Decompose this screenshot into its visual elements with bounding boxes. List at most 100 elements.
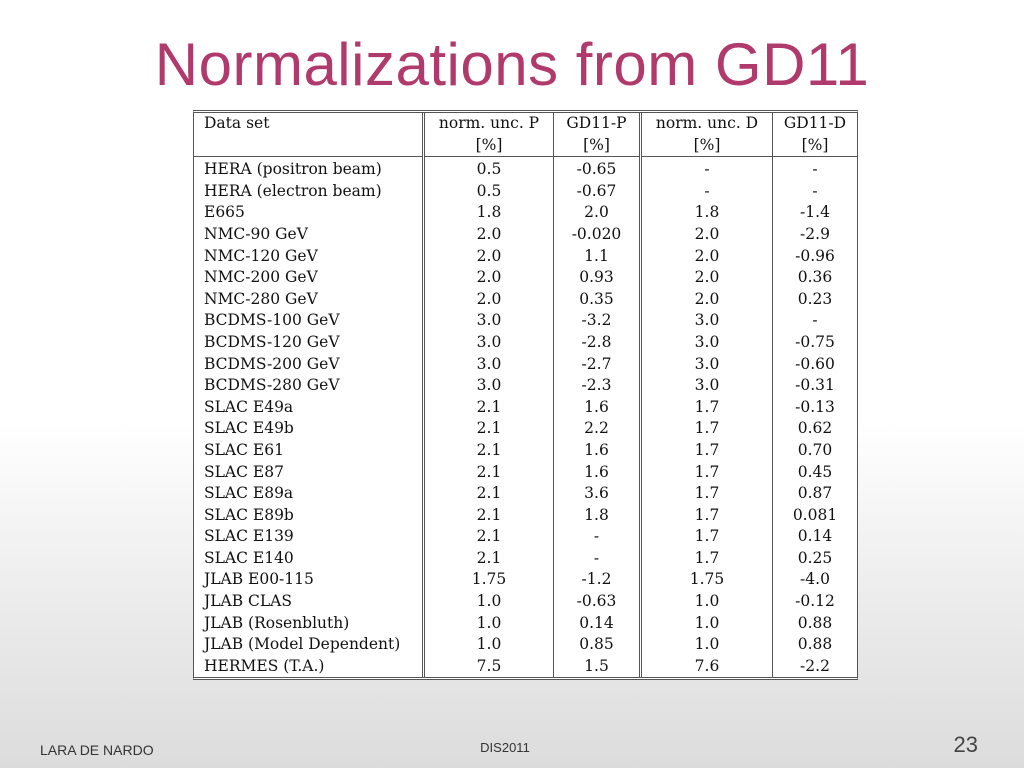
- cell-data-set: BCDMS-200 GeV: [194, 353, 425, 376]
- cell-norm-unc-p: 2.1: [423, 526, 554, 548]
- units-data-set: [194, 134, 425, 158]
- footer-author: LARA DE NARDO: [40, 742, 154, 758]
- cell-gd11-p: 0.85: [553, 634, 642, 656]
- cell-norm-unc-d: 1.7: [640, 547, 773, 570]
- cell-gd11-p: 1.1: [553, 245, 642, 268]
- cell-gd11-p: 1.6: [553, 461, 642, 484]
- cell-norm-unc-p: 3.0: [423, 353, 554, 376]
- cell-gd11-d: -1.4: [800, 203, 830, 222]
- cell-gd11-p: 1.6: [553, 439, 642, 462]
- cell-data-set: NMC-280 GeV: [194, 288, 425, 311]
- cell-norm-unc-d: 1.7: [640, 504, 773, 527]
- cell-norm-unc-p: 0.5: [423, 156, 554, 181]
- cell-data-set: E665: [194, 202, 425, 224]
- cell-gd11-p: 0.93: [553, 267, 642, 289]
- cell-gd11-d: -: [812, 311, 818, 330]
- cell-gd11-p: -0.020: [553, 223, 642, 246]
- cell-norm-unc-d: 1.7: [640, 396, 773, 419]
- table-row: NMC-90 GeV 2.0 -0.020 2.0 -2.9: [194, 223, 857, 246]
- page-number: 23: [953, 732, 978, 757]
- cell-gd11-d: -0.75: [795, 332, 835, 351]
- table-row: SLAC E49b 2.1 2.2 1.7 0.62: [194, 418, 857, 440]
- footer-event: DIS2011: [480, 740, 530, 755]
- cell-norm-unc-p: 2.1: [423, 504, 554, 527]
- cell-norm-unc-d: 1.7: [640, 439, 773, 462]
- cell-data-set: SLAC E49b: [194, 418, 425, 440]
- slide-title: Normalizations from GD11: [154, 31, 870, 98]
- table-row: SLAC E87 2.1 1.6 1.7 0.45: [194, 461, 857, 484]
- cell-gd11-d: -0.13: [795, 397, 835, 416]
- cell-norm-unc-p: 1.0: [423, 591, 554, 613]
- cell-norm-unc-d: 3.0: [640, 331, 773, 354]
- cell-gd11-d: -: [812, 160, 818, 179]
- cell-norm-unc-d: 1.8: [640, 202, 773, 224]
- cell-data-set: JLAB CLAS: [194, 591, 425, 613]
- cell-data-set: HERA (electron beam): [194, 180, 425, 203]
- cell-gd11-d: 0.36: [797, 268, 833, 287]
- cell-gd11-p: -0.65: [553, 156, 642, 181]
- header-norm-unc-p: norm. unc. P: [423, 113, 554, 135]
- cell-norm-unc-d: 2.0: [640, 223, 773, 246]
- cell-norm-unc-d: 1.7: [640, 418, 773, 440]
- cell-data-set: BCDMS-120 GeV: [194, 331, 425, 354]
- units-gd11-p: [%]: [553, 134, 642, 158]
- cell-norm-unc-p: 7.5: [423, 655, 554, 678]
- cell-gd11-d: 0.23: [797, 289, 833, 308]
- table-row: SLAC E89b 2.1 1.8 1.7 0.081: [194, 504, 857, 527]
- table-row: NMC-280 GeV 2.0 0.35 2.0 0.23: [194, 288, 857, 311]
- table-row: JLAB E00-115 1.75 -1.2 1.75 -4.0: [194, 569, 857, 592]
- table-row: JLAB (Rosenbluth) 1.0 0.14 1.0 0.88: [194, 612, 857, 635]
- cell-gd11-d: 0.25: [797, 548, 833, 567]
- cell-data-set: NMC-200 GeV: [194, 267, 425, 289]
- cell-gd11-d: 0.87: [797, 484, 833, 503]
- table-row: SLAC E139 2.1-1.7 0.14: [194, 526, 857, 548]
- cell-data-set: BCDMS-280 GeV: [194, 375, 425, 397]
- table-row: BCDMS-100 GeV 3.0 -3.2 3.0-: [194, 310, 857, 332]
- cell-gd11-d: -0.31: [795, 376, 835, 395]
- header-gd11-p: GD11-P: [553, 113, 642, 135]
- table-units-row: [%] [%] [%] [%]: [194, 134, 857, 158]
- cell-gd11-d: -0.60: [795, 354, 835, 373]
- cell-norm-unc-p: 2.0: [423, 288, 554, 311]
- cell-norm-unc-d: 1.0: [640, 612, 773, 635]
- table-row: JLAB (Model Dependent) 1.0 0.85 1.0 0.88: [194, 634, 857, 656]
- cell-data-set: HERA (positron beam): [194, 156, 425, 181]
- cell-norm-unc-d: -: [640, 156, 773, 181]
- cell-norm-unc-d: 3.0: [640, 310, 773, 332]
- cell-gd11-d: -: [812, 181, 818, 200]
- table-row: SLAC E89a 2.1 3.6 1.7 0.87: [194, 483, 857, 505]
- cell-data-set: SLAC E89a: [194, 483, 425, 505]
- cell-gd11-p: -1.2: [553, 569, 642, 592]
- table-row: SLAC E140 2.1-1.7 0.25: [194, 547, 857, 570]
- cell-norm-unc-d: 1.7: [640, 461, 773, 484]
- cell-norm-unc-d: 1.0: [640, 634, 773, 656]
- cell-norm-unc-p: 1.75: [423, 569, 554, 592]
- table-header-row: Data set norm. unc. P GD11-P norm. unc. …: [194, 113, 857, 135]
- cell-gd11-d: 0.70: [797, 440, 833, 459]
- table-row: BCDMS-120 GeV 3.0 -2.8 3.0 -0.75: [194, 331, 857, 354]
- cell-gd11-d: -2.9: [800, 224, 830, 243]
- cell-data-set: SLAC E87: [194, 461, 425, 484]
- cell-norm-unc-d: 3.0: [640, 375, 773, 397]
- cell-data-set: NMC-120 GeV: [194, 245, 425, 268]
- table-row: JLAB CLAS 1.0 -0.63 1.0 -0.12: [194, 591, 857, 613]
- cell-norm-unc-d: 7.6: [640, 655, 773, 678]
- cell-gd11-p: -2.3: [553, 375, 642, 397]
- table-row: BCDMS-280 GeV 3.0 -2.3 3.0 -0.31: [194, 375, 857, 397]
- cell-data-set: SLAC E139: [194, 526, 425, 548]
- cell-norm-unc-p: 1.8: [423, 202, 554, 224]
- cell-data-set: SLAC E49a: [194, 396, 425, 419]
- table-row: SLAC E49a 2.1 1.6 1.7 -0.13: [194, 396, 857, 419]
- cell-gd11-p: -2.8: [553, 331, 642, 354]
- cell-data-set: BCDMS-100 GeV: [194, 310, 425, 332]
- cell-norm-unc-p: 2.1: [423, 547, 554, 570]
- cell-gd11-p: -: [553, 526, 642, 548]
- cell-gd11-d: 0.62: [797, 419, 833, 438]
- table-row: NMC-120 GeV 2.0 1.1 2.0 -0.96: [194, 245, 857, 268]
- cell-norm-unc-d: 2.0: [640, 245, 773, 268]
- cell-gd11-p: 2.0: [553, 202, 642, 224]
- cell-gd11-d: -2.2: [800, 656, 830, 675]
- table-row: BCDMS-200 GeV 3.0 -2.7 3.0 -0.60: [194, 353, 857, 376]
- cell-norm-unc-d: 3.0: [640, 353, 773, 376]
- table-row: E665 1.8 2.0 1.8 -1.4: [194, 202, 857, 224]
